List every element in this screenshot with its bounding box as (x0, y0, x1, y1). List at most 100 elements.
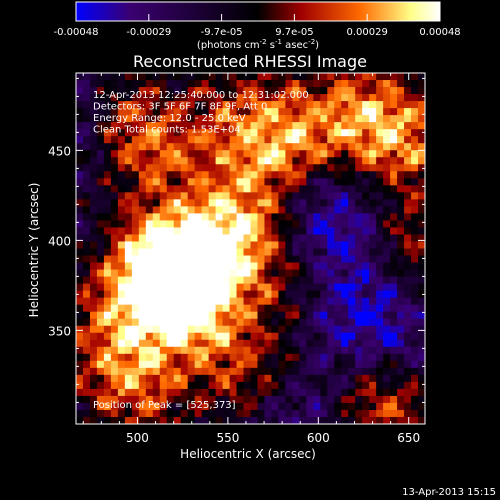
heatmap-cell (390, 185, 398, 193)
heatmap-cell (96, 339, 105, 348)
heatmap-cell (215, 178, 223, 186)
heatmap-cell (173, 381, 182, 390)
heatmap-cell (124, 248, 133, 256)
heatmap-cell (131, 234, 140, 242)
heatmap-cell (271, 150, 279, 158)
heatmap-cell (159, 73, 168, 81)
heatmap-cell (271, 297, 279, 306)
heatmap-cell (243, 80, 251, 88)
heatmap-cell (145, 276, 154, 284)
heatmap-cell (369, 227, 377, 235)
heatmap-cell (152, 227, 161, 235)
heatmap-cell (383, 157, 391, 165)
heatmap-cell (138, 304, 147, 313)
heatmap-cell (110, 122, 119, 130)
heatmap-cell (152, 283, 161, 292)
heatmap-cell (390, 388, 398, 397)
heatmap-cell (187, 150, 196, 158)
heatmap-cell (145, 283, 154, 292)
heatmap-cell (327, 115, 335, 123)
heatmap-cell (89, 360, 98, 369)
heatmap-cell (180, 248, 189, 256)
heatmap-cell (341, 269, 349, 277)
heatmap-cell (320, 374, 328, 383)
heatmap-cell (208, 402, 216, 411)
heatmap-cell (334, 178, 342, 186)
heatmap-cell (166, 108, 175, 116)
heatmap-cell (159, 374, 168, 383)
heatmap-cell (82, 255, 91, 263)
heatmap-cell (201, 115, 210, 123)
heatmap-cell (145, 297, 154, 306)
heatmap-cell (201, 241, 210, 249)
heatmap-cell (76, 178, 84, 186)
heatmap-cell (96, 220, 105, 228)
heatmap-cell (194, 416, 203, 425)
heatmap-cell (145, 136, 154, 144)
heatmap-cell (215, 346, 223, 355)
heatmap-cell (306, 171, 314, 179)
heatmap-cell (201, 395, 210, 404)
heatmap-cell (173, 325, 182, 334)
heatmap-cell (159, 199, 168, 207)
heatmap-cell (89, 115, 98, 123)
heatmap-cell (173, 304, 182, 313)
heatmap-cell (180, 353, 189, 362)
heatmap-cell (159, 353, 168, 362)
heatmap-cell (250, 381, 258, 390)
heatmap-cell (110, 353, 119, 362)
heatmap-cell (271, 213, 279, 221)
heatmap-cell (96, 332, 105, 341)
heatmap-cell (411, 164, 419, 172)
plot-frame (75, 72, 426, 425)
heatmap-cell (334, 388, 342, 397)
heatmap-cell (208, 94, 216, 102)
heatmap-cell (208, 234, 216, 242)
heatmap-cell (257, 178, 265, 186)
heatmap-cell (383, 367, 391, 376)
heatmap-cell (89, 108, 98, 116)
heatmap-cell (76, 395, 84, 404)
heatmap-cell (271, 339, 279, 348)
heatmap-cell (138, 297, 147, 306)
heatmap-cell (208, 388, 216, 397)
heatmap-cell (271, 157, 279, 165)
heatmap-cell (76, 339, 84, 348)
heatmap-cell (187, 248, 196, 256)
heatmap-cell (257, 290, 265, 299)
heatmap-cell (103, 73, 112, 81)
heatmap-cell (82, 269, 91, 277)
heatmap-cell (264, 388, 272, 397)
heatmap-cell (215, 129, 223, 137)
timestamp-footer: 13-Apr-2013 15:15 (402, 487, 496, 498)
heatmap-cell (390, 178, 398, 186)
heatmap-cell (383, 360, 391, 369)
heatmap-cell (145, 157, 154, 165)
heatmap-cell (215, 402, 223, 411)
heatmap-cell (145, 94, 154, 102)
heatmap-cell (397, 297, 405, 306)
heatmap-cell (222, 206, 230, 214)
heatmap-cell (285, 192, 293, 200)
heatmap-cell (299, 164, 307, 172)
heatmap-cell (159, 241, 168, 249)
heatmap-cell (110, 171, 119, 179)
heatmap-cell (341, 150, 349, 158)
heatmap-cell (222, 122, 230, 130)
heatmap-cell (236, 157, 244, 165)
heatmap-cell (292, 367, 300, 376)
heatmap-cell (376, 346, 384, 355)
heatmap-cell (166, 311, 175, 320)
heatmap-cell (418, 255, 426, 263)
heatmap-cell (418, 115, 426, 123)
heatmap-cell (327, 220, 335, 228)
heatmap-cell (383, 332, 391, 341)
heatmap-cell (418, 297, 426, 306)
heatmap-cell (131, 185, 140, 193)
heatmap-cell (138, 136, 147, 144)
heatmap-cell (82, 234, 91, 242)
heatmap-cell (341, 206, 349, 214)
heatmap-cell (152, 101, 161, 109)
heatmap-cell (159, 87, 168, 95)
heatmap-cell (201, 136, 210, 144)
